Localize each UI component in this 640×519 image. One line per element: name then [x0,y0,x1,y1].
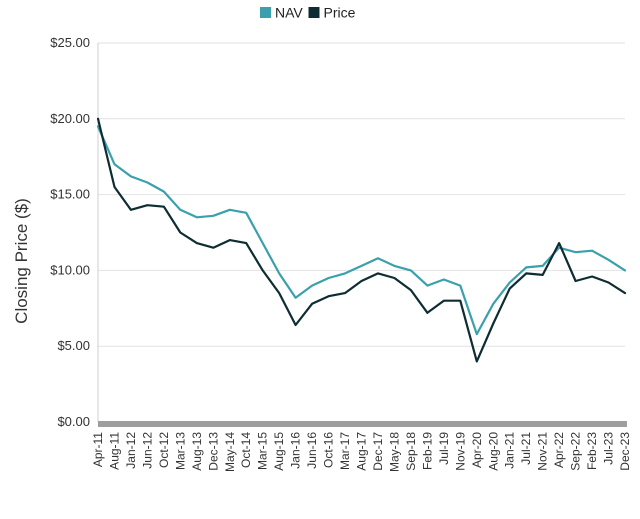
y-tick-label: $20.00 [50,111,90,126]
x-tick-label: Feb-19 [420,432,434,470]
x-tick-label: Mar-13 [173,432,187,470]
x-tick-label: Apr-22 [552,432,566,468]
x-tick-label: Jun-12 [140,432,154,469]
y-axis: $0.00 $5.00 $10.00 $15.00 $20.00 $25.00 [50,35,99,429]
x-tick-label: Nov-21 [536,432,550,471]
x-tick-label: May-18 [387,432,401,472]
x-tick-label: Mar-15 [256,432,270,470]
x-tick-label: Dec-23 [618,432,632,471]
series-line-price [96,117,627,363]
legend: NAV Price [260,5,356,21]
x-axis: Apr-11 Aug-11 Jan-12 Jun-12 Oct-12 Mar-13 Aug-… [91,421,632,472]
y-tick-label: $15.00 [50,187,90,202]
x-tick-label: Sep-18 [404,432,418,471]
x-tick-label: Oct-14 [239,432,253,468]
x-tick-label: Jul-23 [602,432,616,465]
x-tick-label: Aug-15 [272,432,286,471]
x-tick-label: Feb-23 [585,432,599,470]
legend-label: Price [324,5,356,21]
x-tick-label: May-14 [223,432,237,472]
y-axis-title: Closing Price ($) [12,198,31,324]
y-tick-label: $10.00 [50,262,90,277]
x-tick-label: Oct-16 [322,432,336,468]
x-tick-label: Jul-21 [519,432,533,465]
series-lines [96,117,627,363]
x-tick-label: Aug-17 [355,432,369,471]
x-tick-label: Dec-13 [206,432,220,471]
x-tick-label: Jan-12 [124,432,138,469]
legend-label: NAV [275,5,303,21]
y-tick-label: $25.00 [50,35,90,50]
x-tick-label: Apr-20 [470,432,484,468]
y-tick-label: $0.00 [57,414,90,429]
x-tick-label: Nov-19 [453,432,467,471]
x-tick-label: Jan-16 [289,432,303,469]
y-tick-label: $5.00 [57,338,90,353]
series-line-nav [96,125,627,336]
x-tick-label: Apr-11 [91,432,105,467]
x-tick-label: Aug-11 [107,432,121,470]
x-tick-label: Jun-16 [305,432,319,469]
x-tick-label: Sep-22 [569,432,583,471]
x-tick-label: Aug-13 [190,432,204,471]
x-tick-label: Dec-17 [371,432,385,471]
x-tick-label: Aug-20 [486,432,500,471]
x-tick-label: Jan-21 [503,432,517,469]
legend-swatch [260,7,271,18]
x-tick-label: Oct-12 [157,432,171,468]
x-axis-line [98,421,627,427]
x-tick-label: Mar-17 [338,432,352,470]
legend-swatch [308,7,320,18]
gridlines [98,42,625,347]
x-tick-label: Jul-19 [437,432,451,465]
